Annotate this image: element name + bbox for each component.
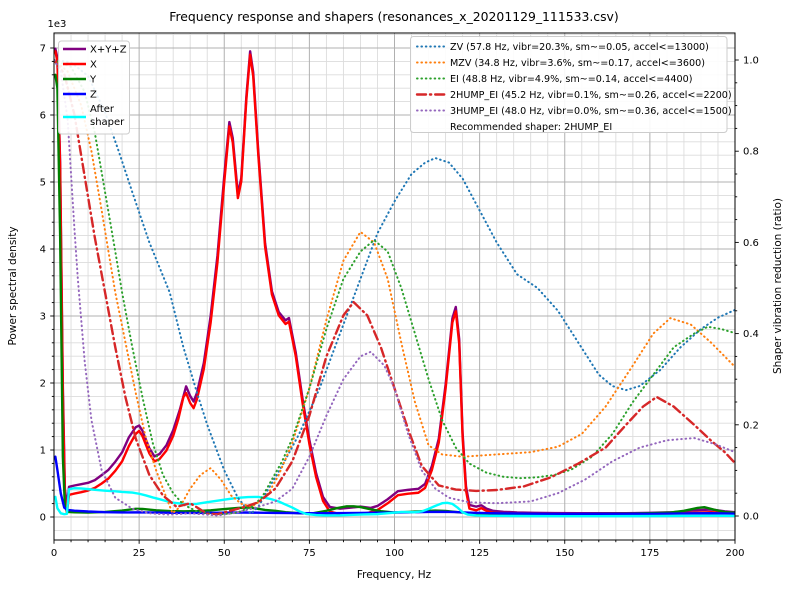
y-left-tick-label: 4 — [40, 245, 46, 256]
curve-after-shaper — [54, 486, 735, 518]
curves — [54, 47, 735, 518]
y-right-tick-label: 0.8 — [743, 147, 759, 158]
legend-item-label: 2HUMP_EI (45.2 Hz, vibr=0.1%, sm~=0.26, … — [450, 90, 732, 101]
y-right-tick-label: 1.0 — [743, 56, 759, 67]
x-tick-label: 100 — [385, 548, 404, 559]
y-right-tick-label: 0.6 — [743, 238, 759, 249]
y-left-tick-label: 2 — [40, 379, 46, 390]
x-tick-label: 75 — [303, 548, 316, 559]
x-tick-label: 150 — [555, 548, 574, 559]
curve-3hump-ei — [54, 59, 735, 517]
legend-data-series: X+Y+Z XYZ After shaper — [58, 40, 130, 135]
legend-item-label: MZV (34.8 Hz, vibr=3.6%, sm~=0.17, accel… — [450, 58, 705, 69]
legend-item-label: After — [90, 104, 115, 115]
legend-item-label: shaper — [90, 117, 125, 128]
curve-2hump-ei — [54, 58, 735, 516]
y-left-axis-label: Power spectral density — [7, 226, 19, 345]
curve-z — [54, 455, 735, 516]
legend-box — [410, 36, 728, 133]
legend-item-label: X+Y+Z — [90, 45, 127, 56]
y-left-tick-label: 7 — [40, 44, 46, 55]
curve-mzv — [54, 59, 735, 515]
y-left-offset-label: 1e3 — [48, 19, 67, 30]
recommended-shaper-text: Recommended shaper: 2HUMP_EI — [450, 122, 612, 133]
y-right-axis-label: Shaper vibration reduction (ratio) — [772, 198, 784, 374]
legend-item-label: Y — [89, 75, 97, 86]
x-tick-label: 0 — [51, 548, 57, 559]
x-axis-label: Frequency, Hz — [357, 569, 432, 581]
curve-x-y-z — [54, 47, 735, 515]
y-left-tick-label: 3 — [40, 312, 46, 323]
curve-x — [54, 50, 735, 516]
chart-title: Frequency response and shapers (resonanc… — [169, 9, 618, 24]
legend-item-label: EI (48.8 Hz, vibr=4.9%, sm~=0.14, accel<… — [450, 74, 692, 85]
x-tick-label: 125 — [470, 548, 489, 559]
legend-item-label: X — [90, 60, 97, 71]
x-tick-label: 25 — [133, 548, 146, 559]
legend-item-label: Z — [90, 90, 97, 101]
y-left-tick-label: 0 — [40, 513, 46, 524]
legend-shapers: ZV (57.8 Hz, vibr=20.3%, sm~=0.05, accel… — [410, 36, 732, 133]
y-right-tick-label: 0.2 — [743, 420, 759, 431]
y-left-tick-label: 5 — [40, 178, 46, 189]
grid — [53, 33, 736, 540]
y-left-tick-label: 1 — [40, 446, 46, 457]
x-tick-label: 200 — [725, 548, 744, 559]
y-right-tick-label: 0.0 — [743, 512, 759, 523]
y-left-tick-label: 6 — [40, 111, 46, 122]
axis-ticks: 0 25 50 75 100 125 150 175 200 0 1 2 3 4 5 6 7 0.0 0.2 0.4 0… — [40, 44, 759, 560]
legend-item-label: ZV (57.8 Hz, vibr=20.3%, sm~=0.05, accel… — [450, 42, 709, 53]
x-tick-label: 175 — [640, 548, 659, 559]
legend-item-label: 3HUMP_EI (48.0 Hz, vibr=0.0%, sm~=0.36, … — [450, 106, 732, 117]
y-right-tick-label: 0.4 — [743, 329, 759, 340]
x-tick-label: 50 — [218, 548, 231, 559]
